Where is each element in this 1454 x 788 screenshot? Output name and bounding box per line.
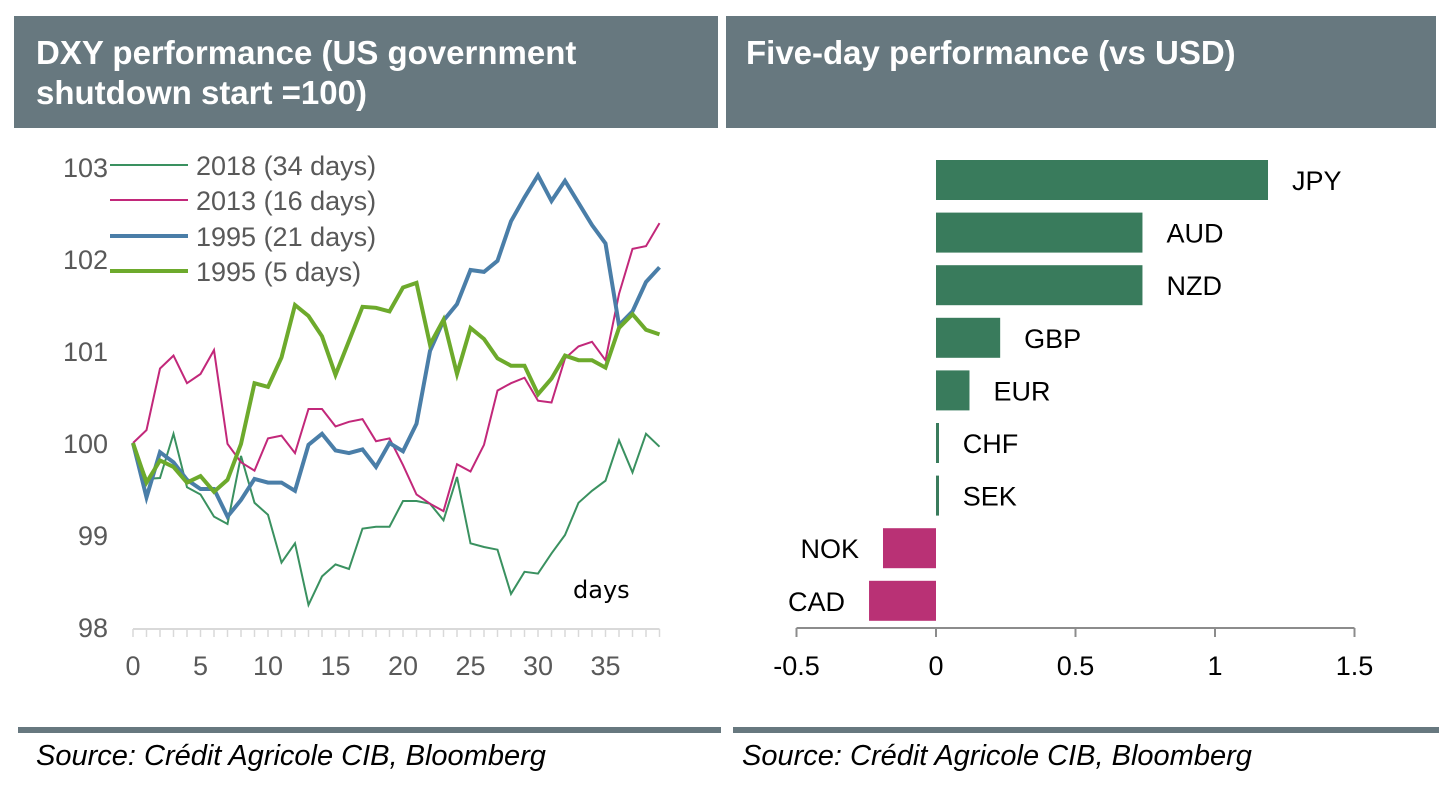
left-footer-rule xyxy=(18,727,721,733)
five-day-bar-chart: JPY AUD NZD GBP EUR CHF SEK NOK CAD -0.5 0 0.5 1 1.5 xyxy=(773,160,1373,681)
y-tick-label: 102 xyxy=(63,245,108,275)
x-tick-label: 5 xyxy=(193,651,208,681)
bar-sek xyxy=(936,475,939,516)
bar-label: SEK xyxy=(963,482,1017,512)
bar-label: NOK xyxy=(800,534,859,564)
y-tick-label: 99 xyxy=(78,521,108,551)
x-tick-label: 35 xyxy=(590,651,620,681)
x-tick-label: 25 xyxy=(455,651,485,681)
y-tick-label: 100 xyxy=(63,429,108,459)
series-line-0 xyxy=(132,430,661,608)
bar-label: JPY xyxy=(1292,166,1342,196)
left-chart-title-line1: DXY performance (US government xyxy=(36,34,577,71)
legend-label: 2013 (16 days) xyxy=(196,186,376,216)
legend-label: 1995 (21 days) xyxy=(196,222,376,252)
bar-label: EUR xyxy=(993,376,1050,406)
x-tick-label: 0.5 xyxy=(1057,651,1095,681)
bar-label: NZD xyxy=(1166,271,1222,301)
series-line-2 xyxy=(131,171,661,521)
x-tick-label: 1.5 xyxy=(1336,651,1374,681)
bar-chf xyxy=(936,423,939,463)
legend-label: 2018 (34 days) xyxy=(196,151,376,181)
left-chart-title: DXY performance (US government shutdown … xyxy=(14,16,718,128)
series-line-1 xyxy=(132,222,661,513)
right-chart-title: Five-day performance (vs USD) xyxy=(726,16,1436,128)
x-tick-label: 0 xyxy=(125,651,140,681)
bar-nok xyxy=(882,528,936,569)
y-tick-label: 98 xyxy=(78,613,108,643)
x-axis-annotation: days xyxy=(573,576,630,604)
legend-label: 1995 (5 days) xyxy=(196,257,361,287)
bar-label: GBP xyxy=(1024,324,1081,354)
bar-cad xyxy=(869,580,936,621)
right-chart-title-text: Five-day performance (vs USD) xyxy=(746,34,1236,71)
series-line-3 xyxy=(131,280,661,495)
y-tick-label: 103 xyxy=(63,153,108,183)
right-source-note: Source: Crédit Agricole CIB, Bloomberg xyxy=(742,740,1252,772)
x-tick-label: -0.5 xyxy=(773,651,820,681)
right-footer-rule xyxy=(733,727,1439,733)
bar-aud xyxy=(936,212,1143,253)
x-tick-label: 1 xyxy=(1207,651,1222,681)
bar-label: CHF xyxy=(963,429,1019,459)
dxy-line-chart: 0 5 10 15 20 25 30 35 98 99 100 101 102 103 2018 (34 d… xyxy=(63,151,661,681)
bar-label: CAD xyxy=(788,587,845,617)
x-tick-label: 20 xyxy=(388,651,418,681)
bar-label: AUD xyxy=(1166,219,1223,249)
bar-nzd xyxy=(936,265,1143,306)
y-tick-label: 101 xyxy=(63,337,108,367)
x-tick-label: 0 xyxy=(928,651,943,681)
x-tick-label: 15 xyxy=(320,651,350,681)
x-tick-label: 10 xyxy=(253,651,283,681)
bar-gbp xyxy=(936,317,1001,358)
bar-eur xyxy=(936,370,970,411)
bar-jpy xyxy=(936,160,1269,200)
left-source-note: Source: Crédit Agricole CIB, Bloomberg xyxy=(36,740,546,772)
x-tick-label: 30 xyxy=(523,651,553,681)
left-chart-title-line2: shutdown start =100) xyxy=(36,74,367,111)
